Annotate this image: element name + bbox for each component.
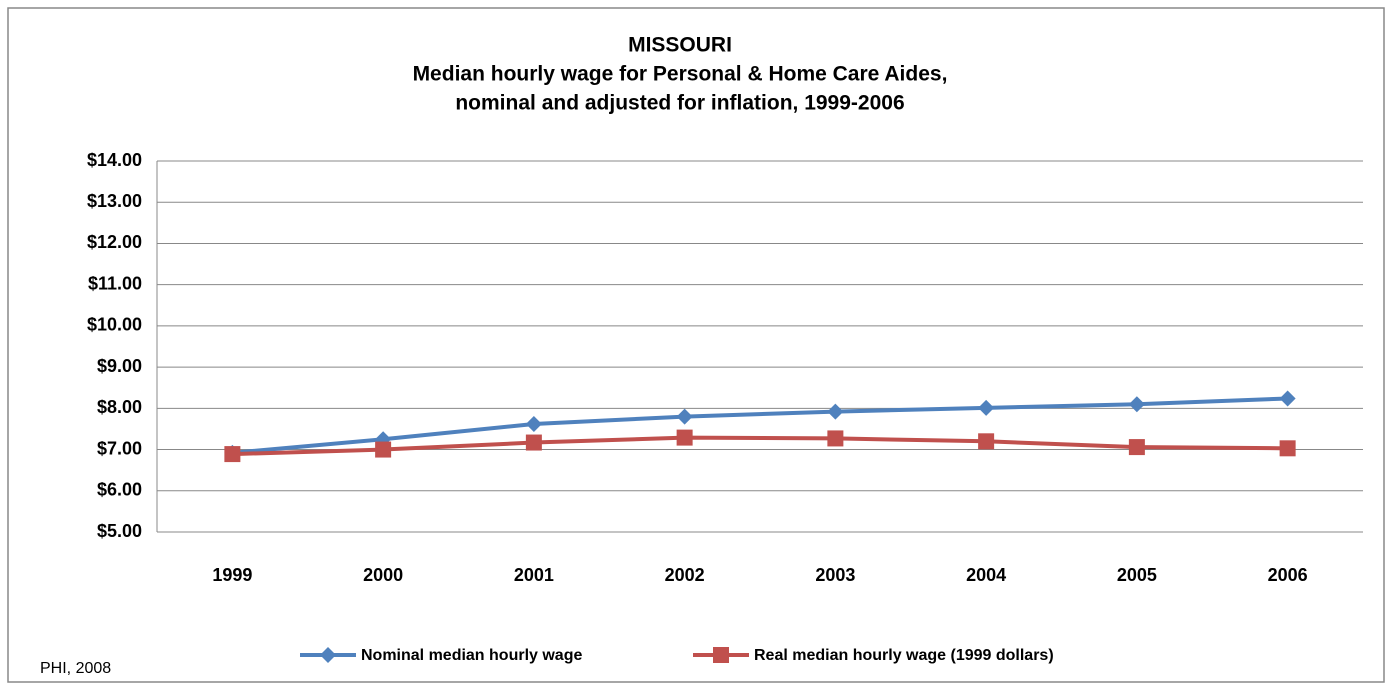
source-note: PHI, 2008 [40, 660, 111, 677]
x-tick-label: 2005 [1117, 565, 1157, 585]
chart-title: nominal and adjusted for inflation, 1999… [455, 92, 904, 115]
marker [827, 403, 844, 420]
marker [1279, 390, 1296, 407]
y-tick-label: $9.00 [97, 356, 142, 376]
marker [1128, 396, 1145, 413]
series-line [232, 396, 1288, 455]
marker [1128, 439, 1145, 456]
marker [676, 408, 693, 425]
x-tick-label: 2002 [665, 565, 705, 585]
marker [525, 434, 542, 451]
legend-marker [320, 647, 336, 663]
marker [525, 415, 542, 432]
y-tick-label: $13.00 [87, 191, 142, 211]
y-tick-label: $5.00 [97, 521, 142, 541]
y-tick-label: $6.00 [97, 480, 142, 500]
chart-title: Median hourly wage for Personal & Home C… [413, 63, 948, 86]
legend-marker [713, 647, 729, 663]
x-tick-label: 2000 [363, 565, 403, 585]
legend-label: Nominal median hourly wage [361, 647, 582, 664]
x-tick-label: 2006 [1268, 565, 1308, 585]
marker [827, 430, 844, 447]
x-tick-label: 2003 [815, 565, 855, 585]
marker [978, 433, 995, 450]
chart-title: MISSOURI [628, 34, 732, 57]
chart-frame [7, 7, 1385, 683]
series-line [232, 435, 1288, 457]
marker [375, 441, 392, 458]
y-tick-label: $10.00 [87, 315, 142, 335]
y-tick-label: $11.00 [88, 273, 142, 293]
x-tick-label: 1999 [212, 565, 252, 585]
x-tick-label: 2001 [514, 565, 554, 585]
y-tick-label: $8.00 [97, 397, 142, 417]
marker [224, 446, 241, 463]
x-tick-label: 2004 [966, 565, 1006, 585]
y-tick-label: $12.00 [87, 232, 142, 252]
marker [1279, 440, 1296, 457]
y-tick-label: $7.00 [97, 438, 142, 458]
marker [978, 399, 995, 416]
marker [676, 429, 693, 446]
y-tick-label: $14.00 [87, 150, 142, 170]
legend-label: Real median hourly wage (1999 dollars) [754, 647, 1054, 664]
